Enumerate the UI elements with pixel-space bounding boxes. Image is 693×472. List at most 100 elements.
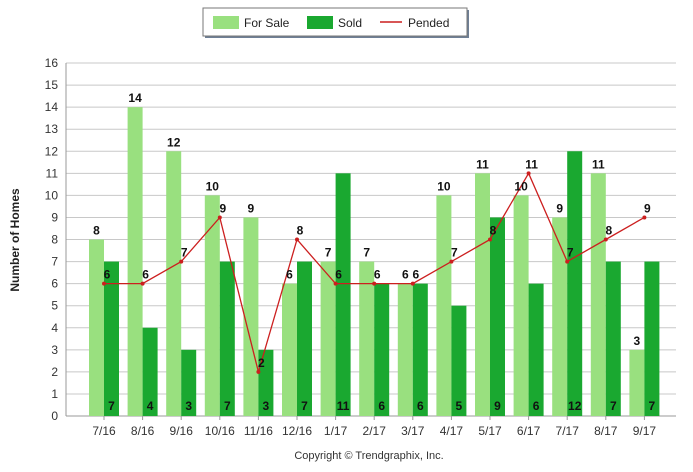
x-tick-label: 8/17 — [594, 424, 618, 438]
sold-bar — [412, 283, 428, 416]
x-tick-label: 3/17 — [401, 424, 425, 438]
sold-value-label: 12 — [568, 399, 582, 413]
pended-value-label: 6 — [104, 268, 111, 282]
sold-bar — [605, 261, 621, 416]
x-tick-label: 12/16 — [282, 424, 312, 438]
x-tick-label: 7/17 — [556, 424, 580, 438]
for-sale-value-label: 10 — [206, 179, 220, 193]
for-sale-bar — [475, 173, 490, 416]
for-sale-value-label: 3 — [634, 334, 641, 348]
y-tick-label: 12 — [45, 144, 59, 158]
y-tick-label: 1 — [51, 387, 58, 401]
pended-line-group — [102, 171, 647, 375]
x-tick-label: 2/17 — [363, 424, 387, 438]
pended-value-label: 6 — [142, 268, 149, 282]
pended-value-label: 2 — [258, 356, 265, 370]
for-sale-value-label: 10 — [437, 179, 451, 193]
for-sale-value-label: 14 — [128, 91, 142, 105]
legend-swatch-sold — [307, 16, 333, 29]
x-tick-label: 9/17 — [633, 424, 657, 438]
for-sale-value-label: 11 — [592, 157, 605, 171]
x-tick-label: 10/16 — [205, 424, 235, 438]
pended-value-label: 11 — [525, 157, 538, 171]
y-tick-label: 7 — [51, 255, 58, 269]
bars — [89, 107, 660, 416]
sold-value-label: 7 — [610, 399, 617, 413]
sold-bar — [528, 283, 544, 416]
pended-point — [179, 259, 184, 264]
sold-value-label: 3 — [185, 399, 192, 413]
for-sale-bar — [282, 283, 297, 416]
y-tick-label: 10 — [45, 188, 59, 202]
sold-bar — [490, 217, 505, 416]
pended-point — [488, 237, 492, 242]
pended-value-label: 8 — [297, 224, 304, 238]
pended-point — [102, 281, 106, 286]
sold-bar — [567, 151, 583, 416]
pended-point — [449, 259, 454, 264]
for-sale-bar — [89, 239, 104, 416]
for-sale-value-label: 10 — [514, 179, 528, 193]
y-tick-label: 5 — [51, 299, 58, 313]
y-tick-label: 4 — [51, 321, 58, 335]
pended-value-label: 6 — [412, 268, 419, 282]
for-sale-bar — [629, 349, 645, 416]
sold-bar — [181, 349, 197, 416]
legend-label-for-sale: For Sale — [244, 16, 290, 30]
sold-value-label: 7 — [108, 399, 115, 413]
sold-value-label: 7 — [649, 399, 656, 413]
y-tick-label: 11 — [46, 166, 59, 180]
for-sale-bar — [436, 195, 452, 416]
for-sale-value-label: 6 — [402, 268, 409, 282]
x-tick-label: 7/16 — [92, 424, 116, 438]
for-sale-bar — [127, 107, 143, 416]
pended-value-label: 7 — [451, 246, 458, 260]
for-sale-bar — [513, 195, 529, 416]
for-sale-value-label: 11 — [476, 157, 489, 171]
for-sale-value-label: 7 — [325, 246, 332, 260]
legend-box — [202, 7, 468, 37]
pended-point — [333, 281, 338, 286]
y-tick-label: 0 — [51, 409, 58, 423]
y-tick-label: 2 — [51, 365, 58, 379]
y-tick-label: 14 — [45, 100, 59, 114]
y-tick-label: 15 — [45, 78, 59, 92]
for-sale-bar — [590, 173, 606, 416]
y-tick-label: 9 — [51, 210, 58, 224]
pended-value-label: 6 — [335, 268, 342, 282]
pended-value-label: 9 — [219, 201, 226, 215]
sold-bar — [335, 173, 351, 416]
pended-point — [140, 281, 145, 286]
for-sale-bar — [243, 217, 259, 416]
pended-point — [217, 215, 222, 220]
for-sale-value-label: 12 — [167, 135, 181, 149]
pended-point — [565, 259, 570, 264]
sold-value-label: 6 — [417, 399, 424, 413]
sold-value-label: 6 — [378, 399, 385, 413]
sold-bar — [142, 327, 158, 416]
pended-value-label: 8 — [490, 224, 497, 238]
y-tick-label: 6 — [51, 277, 58, 291]
sold-bar — [451, 305, 467, 416]
for-sale-bar — [552, 217, 568, 416]
sold-bar — [644, 261, 660, 416]
pended-value-label: 6 — [374, 268, 381, 282]
sold-value-label: 4 — [147, 399, 154, 413]
pended-value-label: 7 — [567, 246, 574, 260]
sold-bar — [258, 349, 274, 416]
for-sale-bar — [320, 261, 336, 416]
pended-point — [526, 171, 531, 176]
sold-value-label: 7 — [224, 399, 231, 413]
sold-value-label: 3 — [263, 399, 270, 413]
pended-point — [256, 369, 261, 374]
x-tick-label: 1/17 — [324, 424, 348, 438]
sold-value-label: 11 — [337, 399, 350, 413]
pended-point — [295, 237, 299, 242]
sold-bar — [374, 283, 390, 416]
pended-point — [603, 237, 608, 242]
x-tick-label: 8/16 — [131, 424, 155, 438]
for-sale-bar — [359, 261, 375, 416]
pended-point — [372, 281, 377, 286]
data-labels: 8714412310793677117666105119106912117376… — [93, 91, 655, 413]
